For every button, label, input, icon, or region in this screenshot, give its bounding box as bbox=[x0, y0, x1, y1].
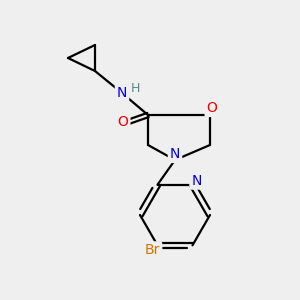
Text: H: H bbox=[130, 82, 140, 95]
Text: Br: Br bbox=[145, 243, 160, 257]
Text: N: N bbox=[117, 86, 127, 100]
Text: O: O bbox=[207, 101, 218, 115]
Text: N: N bbox=[191, 174, 202, 188]
Text: N: N bbox=[170, 147, 180, 161]
Text: O: O bbox=[118, 115, 128, 129]
